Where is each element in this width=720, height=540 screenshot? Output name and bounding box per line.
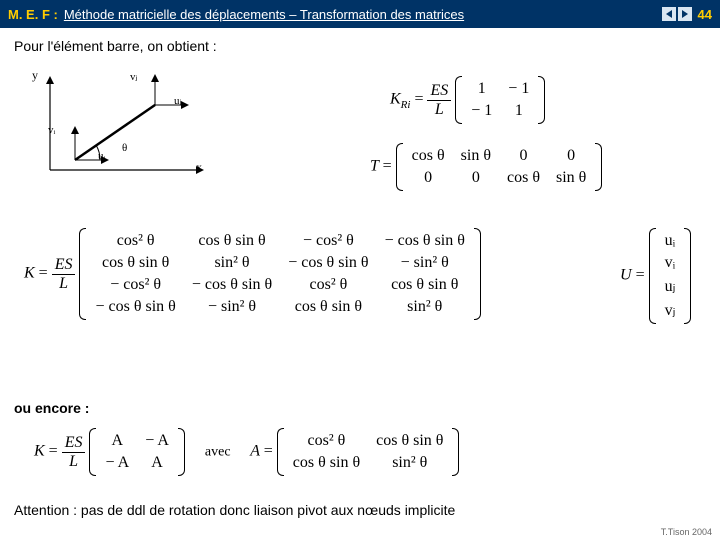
a-lhs: A: [250, 443, 259, 460]
k-num: ES: [52, 256, 76, 275]
t-eq: =: [383, 158, 392, 175]
eq-k2: K = ESL A− A − AA avec A = cos² θcos θ s…: [34, 430, 459, 474]
k-eq: =: [39, 265, 48, 282]
eq-u: U = uᵢ vᵢ uⱼ vⱼ: [620, 230, 691, 322]
diagram-ui: uᵢ: [98, 150, 105, 162]
next-icon[interactable]: [678, 7, 692, 21]
header-label: M. E. F :: [8, 7, 58, 22]
intro-text: Pour l'élément barre, on obtient :: [14, 38, 706, 54]
diagram-uj: uⱼ: [174, 94, 181, 107]
t-lhs: T: [370, 158, 379, 175]
page-number: 44: [698, 7, 712, 22]
k2-lhs: K: [34, 443, 45, 460]
k-matrix: cos² θcos θ sin θ− cos² θ− cos θ sin θ c…: [79, 230, 480, 318]
warning-text: Attention : pas de ddl de rotation donc …: [14, 502, 455, 518]
nav-buttons: [662, 7, 692, 21]
eq-t: T = cos θsin θ00 00cos θsin θ: [370, 145, 602, 189]
kri-den: L: [427, 101, 451, 119]
avec-label: avec: [205, 445, 231, 460]
bar-element-diagram: [30, 70, 210, 190]
footer-credit: T.Tison 2004: [661, 527, 712, 537]
u-lhs: U: [620, 267, 632, 284]
a-matrix: cos² θcos θ sin θ cos θ sin θsin² θ: [277, 430, 460, 474]
k2-matrix: A− A − AA: [89, 430, 184, 474]
diagram-y-label: y: [32, 68, 38, 83]
a-eq: =: [264, 443, 273, 460]
content-area: Pour l'élément barre, on obtient :: [0, 28, 720, 54]
kri-num: ES: [427, 82, 451, 101]
kri-eq: =: [414, 91, 423, 108]
kri-matrix: 1− 1 − 11: [455, 78, 545, 122]
eq-kri: KRi = ESL 1− 1 − 11: [390, 78, 545, 122]
header-bar: M. E. F : Méthode matricielle des déplac…: [0, 0, 720, 28]
diagram-vi: vᵢ: [48, 124, 55, 136]
prev-icon[interactable]: [662, 7, 676, 21]
k-den: L: [52, 275, 76, 293]
k2-num: ES: [62, 434, 86, 453]
ou-encore: ou encore :: [14, 400, 89, 416]
k-lhs: K: [24, 265, 35, 282]
k2-den: L: [62, 453, 86, 471]
u-eq: =: [636, 267, 645, 284]
header-title: Méthode matricielle des déplacements – T…: [64, 7, 662, 22]
kri-sub: Ri: [401, 99, 411, 111]
k2-eq: =: [49, 443, 58, 460]
diagram-vj: vⱼ: [130, 70, 137, 83]
diagram-x-label: x: [196, 160, 202, 175]
kri-lhs: K: [390, 91, 401, 108]
u-matrix: uᵢ vᵢ uⱼ vⱼ: [649, 230, 692, 322]
t-matrix: cos θsin θ00 00cos θsin θ: [396, 145, 603, 189]
diagram-theta: θ: [122, 142, 127, 154]
eq-k: K = ESL cos² θcos θ sin θ− cos² θ− cos θ…: [24, 230, 481, 318]
